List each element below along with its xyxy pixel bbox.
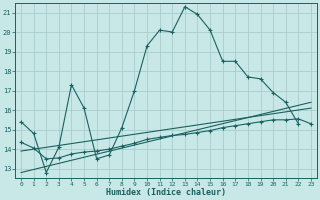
X-axis label: Humidex (Indice chaleur): Humidex (Indice chaleur) [106,188,226,197]
